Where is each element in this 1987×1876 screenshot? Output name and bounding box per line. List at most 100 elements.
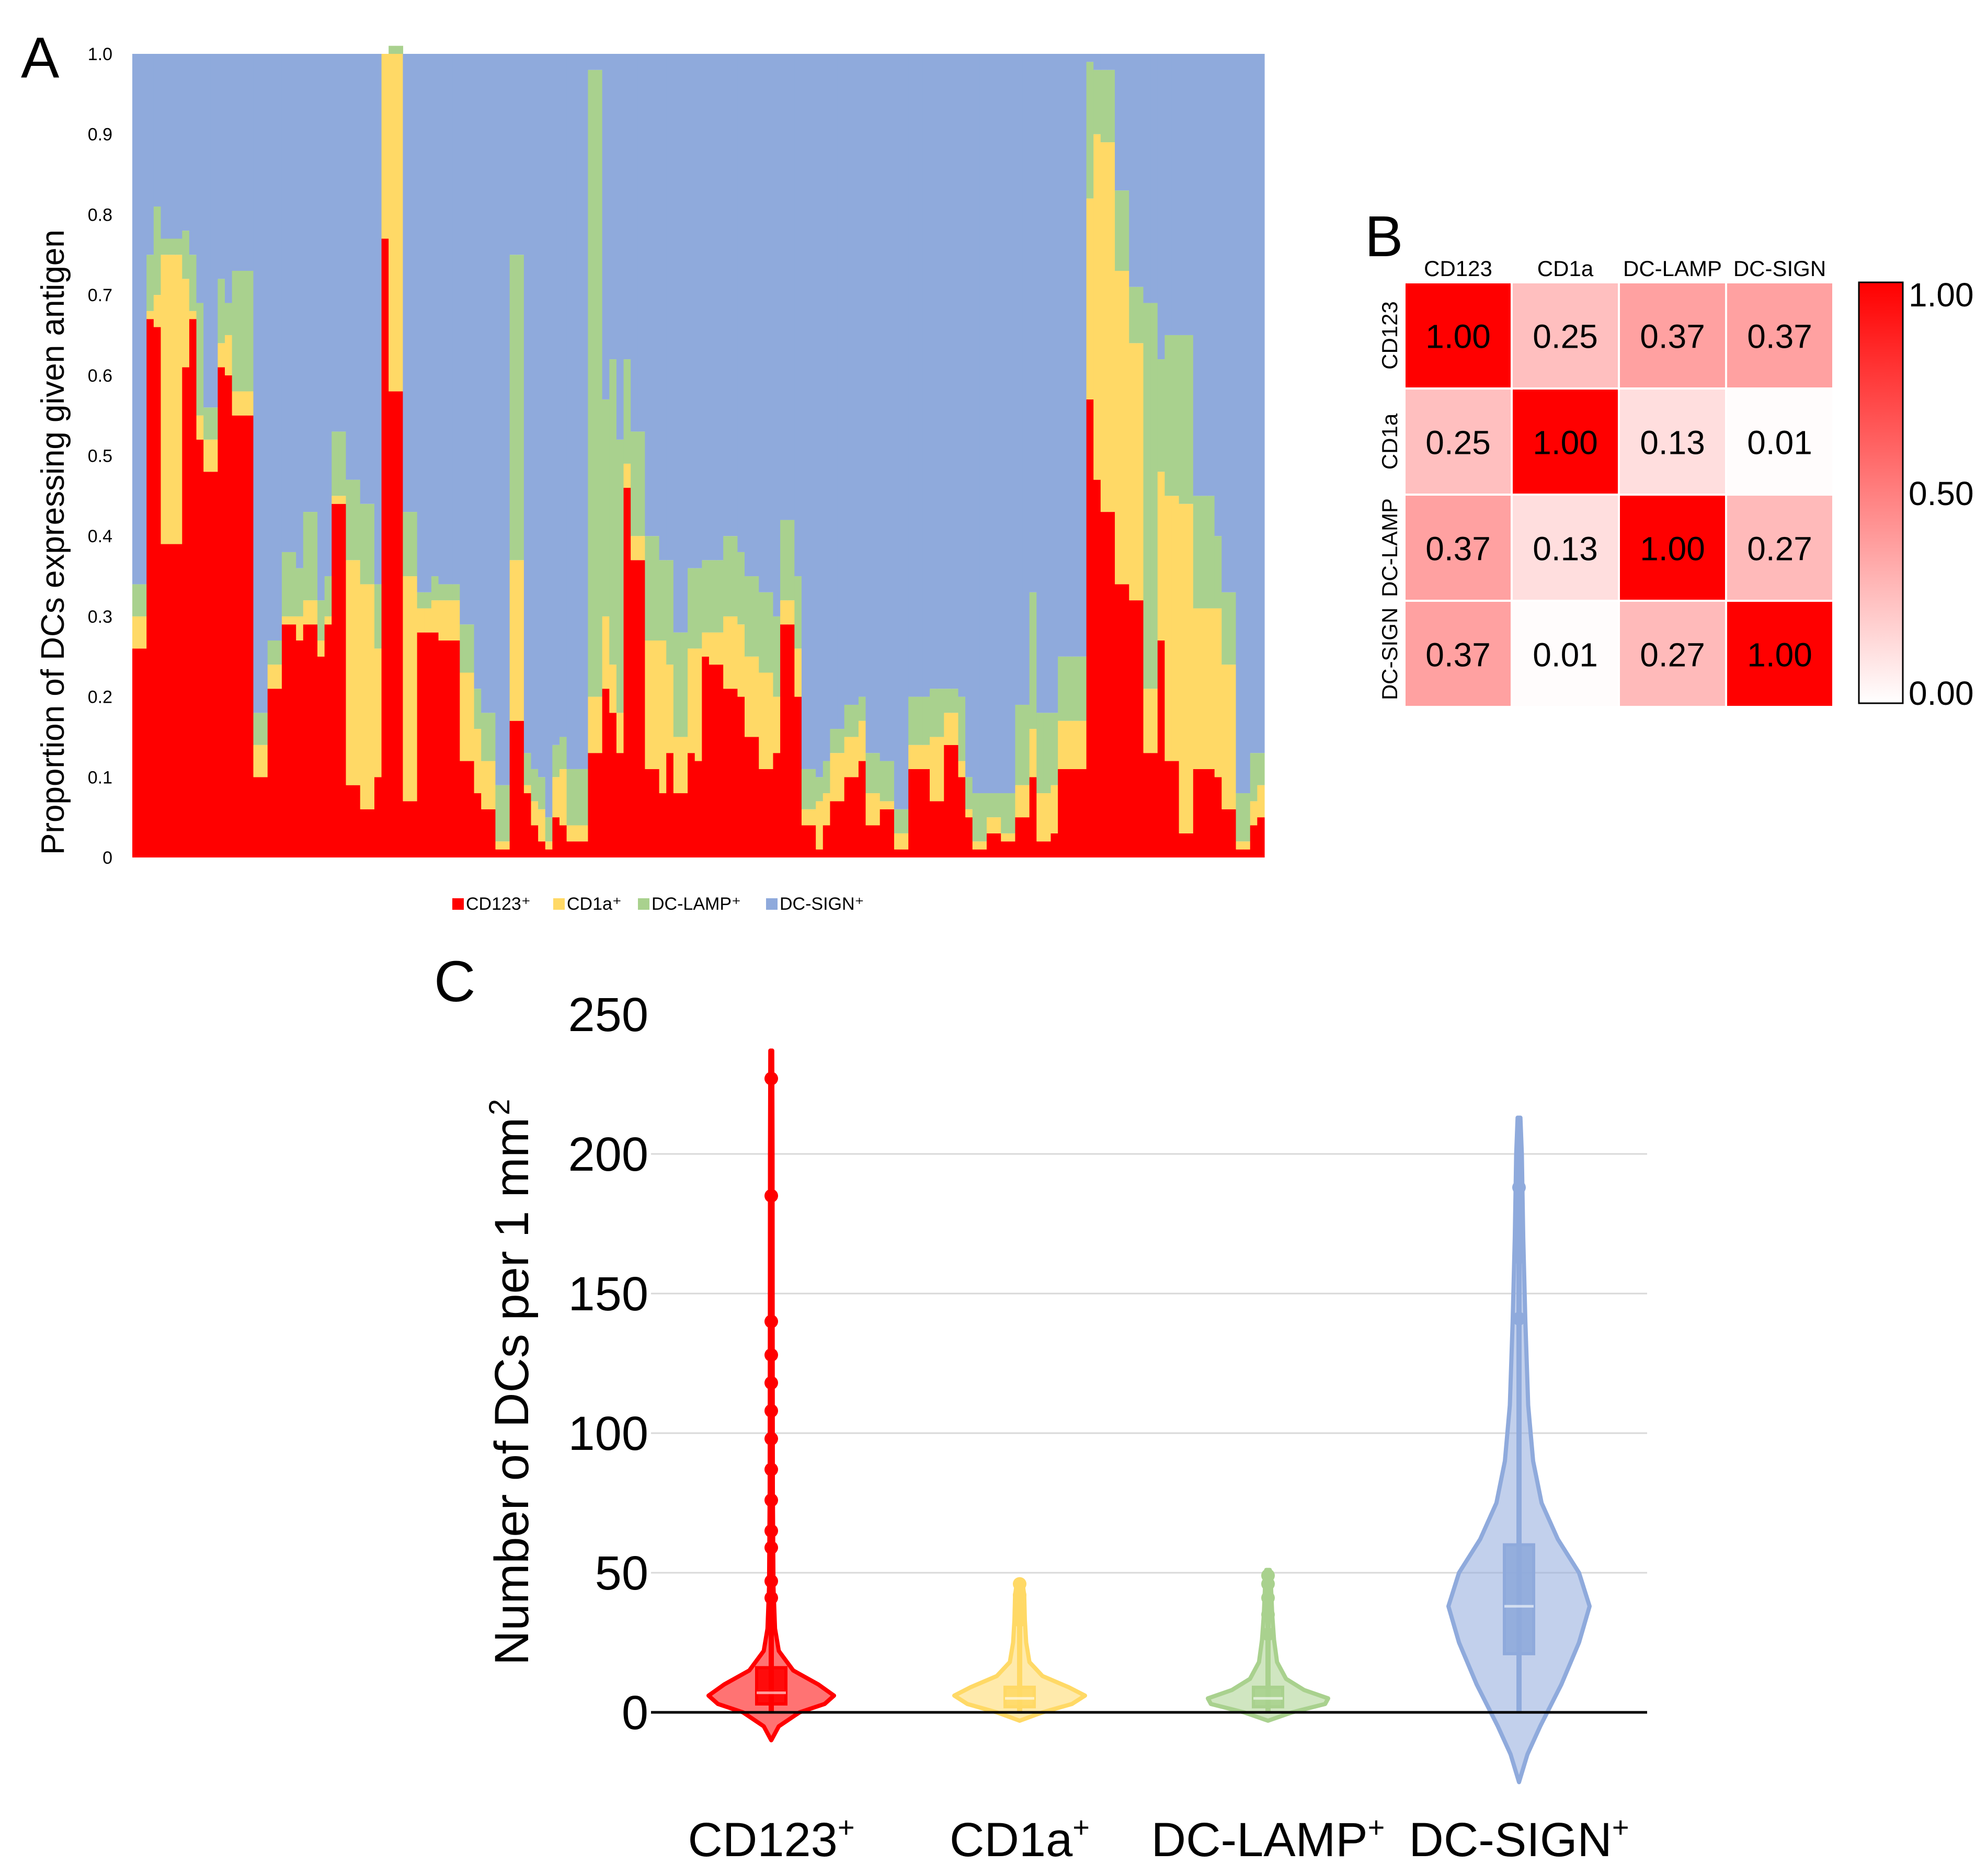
legend-label: CD1a⁺ — [567, 894, 622, 914]
bar-segment — [1171, 496, 1180, 761]
bar-segment — [139, 54, 147, 585]
bar-segment — [1136, 343, 1144, 601]
heatmap-cell — [1727, 390, 1832, 494]
heatmap-cell — [1406, 390, 1511, 494]
bar-segment — [723, 616, 731, 689]
panel-a-y-axis-title: Proportion of DCs expressing given antig… — [35, 230, 71, 855]
bar-segment — [367, 809, 375, 857]
bar-segment — [289, 54, 296, 552]
panel-a-y-ticks: 0 0.1 0.2 0.3 0.4 0.5 0.6 0.7 0.8 0.9 1.0 — [88, 44, 112, 868]
bar-segment — [203, 472, 211, 857]
category-sup: + — [1612, 1811, 1629, 1844]
bar-segment — [381, 54, 389, 239]
bar-segment — [338, 496, 347, 504]
bar-segment — [1143, 689, 1151, 753]
bar-segment — [438, 584, 446, 601]
bar-segment — [602, 54, 610, 399]
bar-segment — [481, 713, 489, 761]
bar-segment — [296, 616, 304, 641]
bar-segment — [816, 801, 824, 850]
bar-segment — [460, 624, 467, 673]
bar-segment — [267, 665, 275, 689]
bar-segment — [1079, 656, 1087, 721]
bar-segment — [1129, 600, 1137, 857]
colorbar-tick-min: 0.00 — [1909, 674, 1974, 712]
legend-label: DC-LAMP⁺ — [652, 894, 741, 914]
bar-segment — [994, 833, 1001, 857]
bar-segment — [246, 415, 254, 857]
heatmap-value: 0.37 — [1425, 636, 1491, 674]
bar-segment — [1228, 809, 1237, 857]
bar-segment — [702, 560, 710, 633]
bar-segment — [1086, 62, 1094, 199]
panel-c-violins — [651, 1048, 1647, 1785]
bar-segment — [1200, 608, 1208, 769]
bar-segment — [1150, 54, 1158, 303]
heatmap-value: 1.00 — [1533, 424, 1598, 462]
bar-segment — [1150, 303, 1158, 689]
bar-segment — [1257, 54, 1265, 753]
panel-a-legend: CD123⁺ CD1a⁺ DC-LAMP⁺ DC-SIGN⁺ — [452, 894, 864, 914]
panel-a-letter: A — [21, 26, 60, 90]
bar-segment — [132, 616, 140, 649]
bar-segment — [338, 431, 347, 496]
outlier-point — [764, 1591, 778, 1605]
bar-segment — [1100, 512, 1109, 857]
bar-segment — [865, 825, 873, 857]
bar-segment — [937, 737, 944, 802]
bar-segment — [523, 753, 532, 785]
bar-segment — [880, 761, 887, 802]
bar-segment — [246, 391, 254, 416]
bar-segment — [367, 584, 375, 809]
bar-segment — [517, 255, 524, 560]
bar-segment — [637, 431, 645, 536]
bar-segment — [446, 584, 453, 601]
bar-segment — [474, 793, 482, 857]
bar-segment — [694, 568, 702, 649]
bar-segment — [503, 841, 510, 850]
bar-segment — [595, 696, 603, 753]
bar-segment — [1008, 54, 1016, 794]
bar-segment — [523, 793, 532, 857]
bar-segment — [267, 640, 275, 665]
bar-segment — [1015, 817, 1023, 857]
bar-segment — [1214, 54, 1222, 536]
bar-segment — [466, 624, 475, 673]
bar-segment — [901, 809, 909, 833]
bar-segment — [545, 841, 553, 850]
bar-segment — [659, 54, 667, 560]
bar-segment — [225, 54, 233, 303]
bar-segment — [139, 616, 147, 649]
bar-segment — [488, 761, 496, 809]
bar-segment — [196, 415, 204, 440]
bar-segment — [673, 737, 681, 794]
bar-segment — [503, 54, 510, 785]
bar-segment — [680, 54, 688, 633]
bar-segment — [1029, 592, 1037, 729]
bar-segment — [332, 496, 339, 504]
outlier-point — [764, 1574, 778, 1588]
bar-segment — [837, 54, 845, 729]
bar-segment — [908, 745, 916, 769]
y-tick-label: 0.6 — [88, 366, 112, 386]
y-tick-label: 50 — [595, 1547, 648, 1600]
bar-segment — [623, 487, 631, 857]
bar-segment — [452, 640, 460, 857]
bar-segment — [310, 512, 318, 601]
outlier-point — [1512, 1181, 1526, 1195]
bar-segment — [745, 656, 752, 737]
bar-segment — [702, 656, 710, 857]
bar-segment — [353, 785, 361, 857]
bar-segment — [873, 825, 881, 857]
bar-segment — [523, 54, 532, 753]
bar-segment — [751, 656, 759, 737]
bar-segment — [694, 761, 702, 857]
bar-segment — [317, 656, 325, 857]
bar-segment — [702, 632, 710, 657]
outlier-point — [764, 1189, 778, 1203]
outlier-point — [764, 1462, 778, 1477]
bar-segment — [1001, 833, 1009, 842]
bar-segment — [303, 512, 311, 601]
heatmap-cell — [1513, 283, 1618, 387]
bar-segment — [637, 536, 645, 560]
